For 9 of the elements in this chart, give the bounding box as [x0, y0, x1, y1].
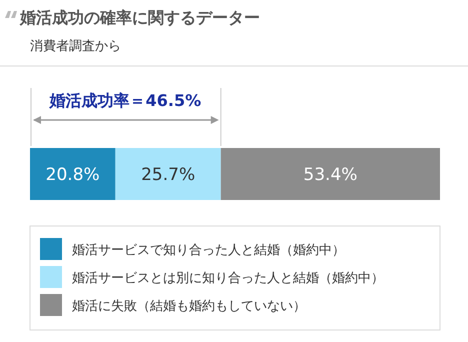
chart-subtitle: 消費者調査から: [30, 39, 121, 54]
data-label: 25.7%: [141, 165, 196, 185]
data-label: 53.4%: [303, 165, 358, 185]
legend-label: 婚活サービスで知り合った人と結婚（婚約中）: [72, 243, 345, 258]
legend-label: 婚活サービスとは別に知り合った人と結婚（婚約中）: [72, 271, 384, 286]
ref-line-label: 婚活成功率＝46.5%: [48, 91, 202, 110]
legend-label: 婚活に失敗（結婚も婚約もしていない）: [72, 299, 306, 314]
data-label: 20.8%: [46, 165, 100, 185]
chart-title: 婚活成功の確率に関するデーター: [19, 8, 260, 27]
